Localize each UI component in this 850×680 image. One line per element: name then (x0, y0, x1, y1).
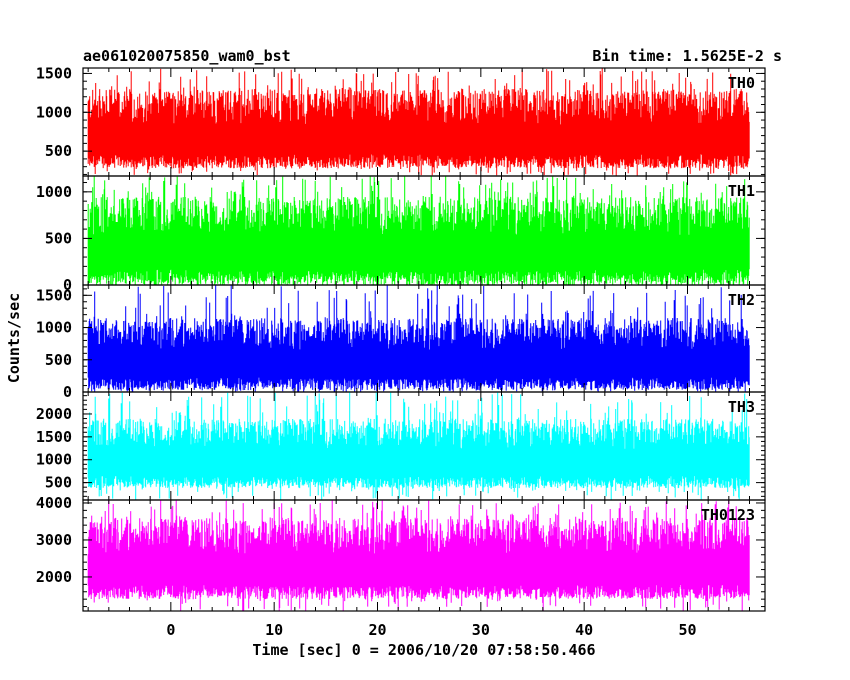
series-band-th0123 (88, 554, 750, 585)
panel-th1: 0 500 1000 TH1 (36, 175, 766, 294)
x-tick-label: 10 (265, 621, 283, 639)
y-tick-label: 500 (45, 474, 72, 492)
y-tick-label: 1000 (36, 183, 72, 201)
y-tick-label: 0 (63, 276, 72, 294)
y-tick-label: 2000 (36, 568, 72, 586)
panel-label-th0: TH0 (728, 74, 755, 92)
y-tick-label: 1500 (36, 286, 72, 304)
panel-th0123: 2000 3000 4000 TH0123 (36, 494, 766, 612)
x-tick-label: 40 (575, 621, 593, 639)
series-band-th1 (88, 236, 750, 270)
y-tick-label: 1500 (36, 428, 72, 446)
y-tick-label: 4000 (36, 494, 72, 512)
panel-th2: 0 500 1000 1500 TH2 (36, 284, 766, 401)
y-tick-label: 1000 (36, 103, 72, 121)
y-tick-label: 3000 (36, 531, 72, 549)
series-band-th0 (88, 124, 750, 154)
y-tick-label: 2000 (36, 405, 72, 423)
series-th0 (87, 68, 750, 176)
series-th3 (87, 392, 750, 500)
y-tick-label: 500 (45, 142, 72, 160)
x-tick-label: 50 (678, 621, 696, 639)
panel-label-th2: TH2 (728, 291, 755, 309)
panel-frame (82, 499, 766, 612)
y-tick-label: 500 (45, 229, 72, 247)
chart-title: ae061020075850_wam0_bst (83, 47, 291, 65)
x-tick-label: 0 (166, 621, 175, 639)
y-axis-label: Counts/sec (5, 293, 23, 383)
panels-group: 500 1000 1500 TH0 0 500 1000 TH1 0 500 1000 1500 TH2… (36, 64, 766, 612)
panel-label-th3: TH3 (728, 398, 755, 416)
y-tick-label: 0 (63, 383, 72, 401)
x-tick-label: 30 (472, 621, 490, 639)
series-band-th2 (88, 350, 750, 378)
x-axis-label: Time [sec] 0 = 2006/10/20 07:58:50.466 (252, 641, 595, 659)
x-tick-labels: 0 10 20 30 40 50 (166, 621, 696, 639)
panel-th3: 500 1000 1500 2000 TH3 (36, 391, 766, 501)
panel-label-th0123: TH0123 (701, 506, 755, 524)
series-band-th3 (88, 449, 750, 476)
y-tick-label: 500 (45, 351, 72, 369)
panel-th0: 500 1000 1500 TH0 (36, 64, 766, 177)
panel-label-th1: TH1 (728, 182, 755, 200)
y-tick-label: 1500 (36, 64, 72, 82)
y-tick-label: 1000 (36, 451, 72, 469)
y-tick-label: 1000 (36, 319, 72, 337)
x-tick-label: 20 (368, 621, 386, 639)
chart-subtitle: Bin time: 1.5625E-2 s (592, 47, 782, 65)
